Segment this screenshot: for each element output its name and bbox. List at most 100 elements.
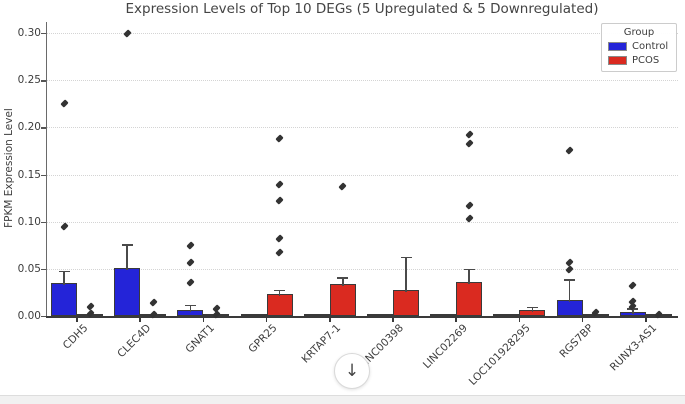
y-tick-label: 0.05	[17, 262, 41, 275]
bar-control-linc00398	[367, 313, 393, 316]
bar-control-loc101928295	[493, 313, 520, 316]
x-category-label: RUNX3-AS1	[607, 322, 660, 374]
x-category-label: RGS7BP	[557, 322, 597, 361]
bar-control-rgs7bp	[556, 299, 583, 316]
scroll-down-button[interactable]: ↓	[334, 353, 370, 389]
bar-control-cdh5	[51, 282, 77, 316]
outlier-point	[275, 134, 284, 143]
x-tick	[139, 318, 141, 322]
outlier-point	[338, 182, 347, 191]
control-color-swatch	[608, 42, 627, 51]
y-tick	[41, 174, 46, 176]
error-bar	[63, 270, 65, 285]
x-category-label: GPR25	[246, 322, 281, 356]
error-bar	[531, 306, 534, 313]
legend: Group Control PCOS	[601, 23, 677, 72]
error-bar-cap	[337, 277, 349, 279]
error-bar-cap	[526, 306, 538, 309]
error-bar-cap	[463, 268, 475, 271]
error-bar-cap	[564, 279, 576, 281]
y-tick	[41, 221, 46, 223]
x-category-label: GNAT1	[183, 322, 217, 356]
gridline	[46, 127, 678, 129]
bar-control-gpr25	[240, 313, 267, 316]
x-tick	[392, 318, 394, 322]
error-bar-cap	[184, 304, 196, 307]
y-tick	[41, 80, 46, 82]
x-axis-line	[46, 316, 678, 318]
x-category-label: LOC101928295	[466, 322, 533, 388]
error-bar	[278, 289, 281, 297]
y-tick	[41, 268, 46, 271]
bar-pcos-krtap7-1	[329, 283, 356, 316]
y-tick	[41, 33, 46, 35]
outlier-point	[59, 99, 69, 108]
legend-title: Group	[623, 27, 655, 38]
y-tick-label: 0.00	[17, 310, 41, 322]
x-category-label: CDH5	[60, 322, 91, 352]
outlier-point	[186, 278, 195, 288]
x-tick	[518, 318, 521, 322]
outlier-point	[123, 28, 132, 38]
x-tick	[76, 318, 78, 322]
outlier-point	[465, 139, 474, 148]
outlier-point	[149, 298, 158, 307]
outlier-point	[275, 234, 284, 243]
y-tick-label: 0.20	[17, 121, 41, 134]
y-tick-label: 0.10	[17, 215, 41, 228]
outlier-point	[275, 248, 284, 257]
gridline	[46, 33, 678, 35]
x-tick	[455, 318, 457, 322]
y-tick	[41, 316, 46, 318]
bar-pcos-linc00398	[393, 289, 419, 316]
gridline	[46, 221, 678, 223]
outlier-point	[186, 241, 195, 250]
legend-label-pcos: PCOS	[632, 55, 660, 66]
x-category-label: CLEC4D	[115, 322, 154, 361]
bar-pcos-gpr25	[266, 294, 293, 316]
error-bar-cap	[121, 244, 133, 246]
error-bar	[468, 268, 470, 285]
error-bar	[632, 308, 634, 315]
legend-item-control: Control	[608, 41, 670, 52]
outlier-point	[628, 281, 637, 290]
bar-control-clec4d	[114, 267, 141, 316]
error-bar	[342, 277, 344, 286]
y-tick-label: 0.30	[17, 27, 41, 40]
x-tick	[202, 318, 205, 322]
y-tick	[41, 127, 46, 129]
outlier-point	[565, 145, 574, 155]
x-tick	[645, 318, 647, 322]
page-bottom-strip	[0, 395, 685, 404]
legend-item-pcos: PCOS	[608, 55, 670, 66]
x-tick	[581, 318, 584, 322]
error-bar	[126, 244, 128, 270]
gridline	[46, 268, 678, 270]
outlier-point	[59, 222, 69, 231]
legend-label-control: Control	[632, 41, 669, 52]
outlier-point	[186, 258, 195, 267]
gridline	[46, 80, 678, 82]
y-tick-label: 0.15	[17, 168, 41, 181]
error-bar-cap	[58, 270, 70, 273]
chart-title: Expression Levels of Top 10 DEGs (5 Upre…	[125, 1, 599, 17]
error-bar	[189, 304, 192, 313]
bar-pcos-linc02269	[456, 282, 483, 316]
outlier-point	[565, 265, 574, 274]
error-bar	[405, 256, 407, 292]
bar-control-linc02269	[430, 313, 457, 316]
outlier-point	[275, 180, 284, 190]
outlier-point	[465, 129, 474, 139]
pcos-color-swatch	[608, 56, 627, 65]
y-tick-label: 0.25	[17, 74, 41, 87]
x-tick	[265, 318, 268, 322]
error-bar-cap	[400, 256, 412, 259]
x-tick	[329, 318, 331, 322]
bar-control-krtap7-1	[303, 313, 330, 316]
x-category-label: LINC02269	[420, 322, 470, 372]
outlier-point	[465, 201, 474, 210]
y-axis-spine	[46, 22, 48, 316]
arrow-down-icon: ↓	[344, 360, 360, 381]
